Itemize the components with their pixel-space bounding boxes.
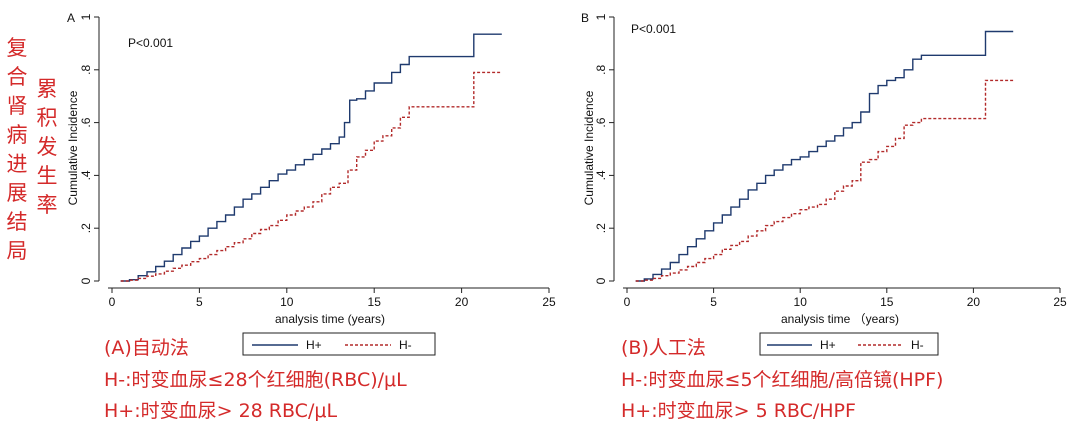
chart-panel-b: B P<0.001 Cumulative Incidence analysis … [581,11,1067,356]
legend-box [242,332,436,356]
p-value-annotation: P<0.001 [631,22,676,36]
x-axis-label: analysis time （years) [781,312,899,326]
y-tick-label: 1 [79,13,93,20]
series-line-h-minus [120,71,502,282]
legend-label-h-minus: H- [399,338,412,352]
y-tick-label: .8 [79,64,93,74]
caption-b-title: (B)人工法 [621,337,706,359]
legend-label-h-plus: H+ [820,338,836,352]
legend-box [759,332,939,356]
caption-a-h-plus: H+:时变血尿> 28 RBC/μL [104,400,338,422]
y-tick-label: .6 [79,117,93,127]
y-tick-label: .4 [594,170,608,180]
chart-panel-a: A P<0.001 Cumulative Incidence analysis … [66,11,556,356]
series-line-h-plus [120,33,502,282]
x-tick-label: 0 [109,295,116,309]
y-tick-labels: 0 .2 .4 .6 .8 1 [594,13,614,284]
legend-label-h-minus: H- [911,338,924,352]
y-tick-label: 0 [79,277,93,284]
p-value-annotation: P<0.001 [128,36,173,50]
x-tick-label: 10 [280,295,294,309]
y-tick-label: .2 [79,223,93,233]
y-axis-label: Cumulative Incidence [582,90,596,205]
legend-label-h-plus: H+ [306,338,322,352]
y-tick-label: .6 [594,117,608,127]
y-tick-label: .4 [79,170,93,180]
side-label-outcome: 复合肾病进展结局 [6,36,28,263]
x-tick-label: 5 [710,295,717,309]
y-tick-labels: 0 .2 .4 .6 .8 1 [79,13,99,284]
x-tick-label: 20 [455,295,469,309]
caption-b-h-minus: H-:时变血尿≤5个红细胞/高倍镜(HPF) [621,369,944,391]
side-label-cumulative: 累积发生率 [36,77,58,217]
series-line-h-minus [635,79,1014,282]
caption-b-h-plus: H+:时变血尿> 5 RBC/HPF [621,400,856,422]
y-axis-label: Cumulative Incidence [66,90,80,205]
y-tick-label: .8 [594,64,608,74]
x-tick-label: 20 [967,295,981,309]
y-tick-label: 0 [594,277,608,284]
series-lines [635,30,1014,282]
x-tick-labels: 0 5 10 15 20 25 [109,288,556,309]
x-axis-label: analysis time (years) [275,312,385,326]
y-tick-label: .2 [594,223,608,233]
x-tick-label: 5 [196,295,203,309]
x-tick-label: 25 [542,295,556,309]
panel-letter: A [67,11,75,25]
x-tick-label: 10 [794,295,808,309]
caption-a-h-minus: H-:时变血尿≤28个红细胞(RBC)/μL [104,369,407,391]
caption-a-title: (A)自动法 [104,337,189,359]
x-tick-label: 0 [624,295,631,309]
series-line-h-plus [635,30,1014,282]
x-tick-labels: 0 5 10 15 20 25 [624,288,1067,309]
panel-letter: B [581,11,589,25]
x-tick-label: 25 [1053,295,1067,309]
x-tick-label: 15 [368,295,382,309]
series-lines [120,33,502,282]
y-tick-label: 1 [594,13,608,20]
x-tick-label: 15 [880,295,894,309]
